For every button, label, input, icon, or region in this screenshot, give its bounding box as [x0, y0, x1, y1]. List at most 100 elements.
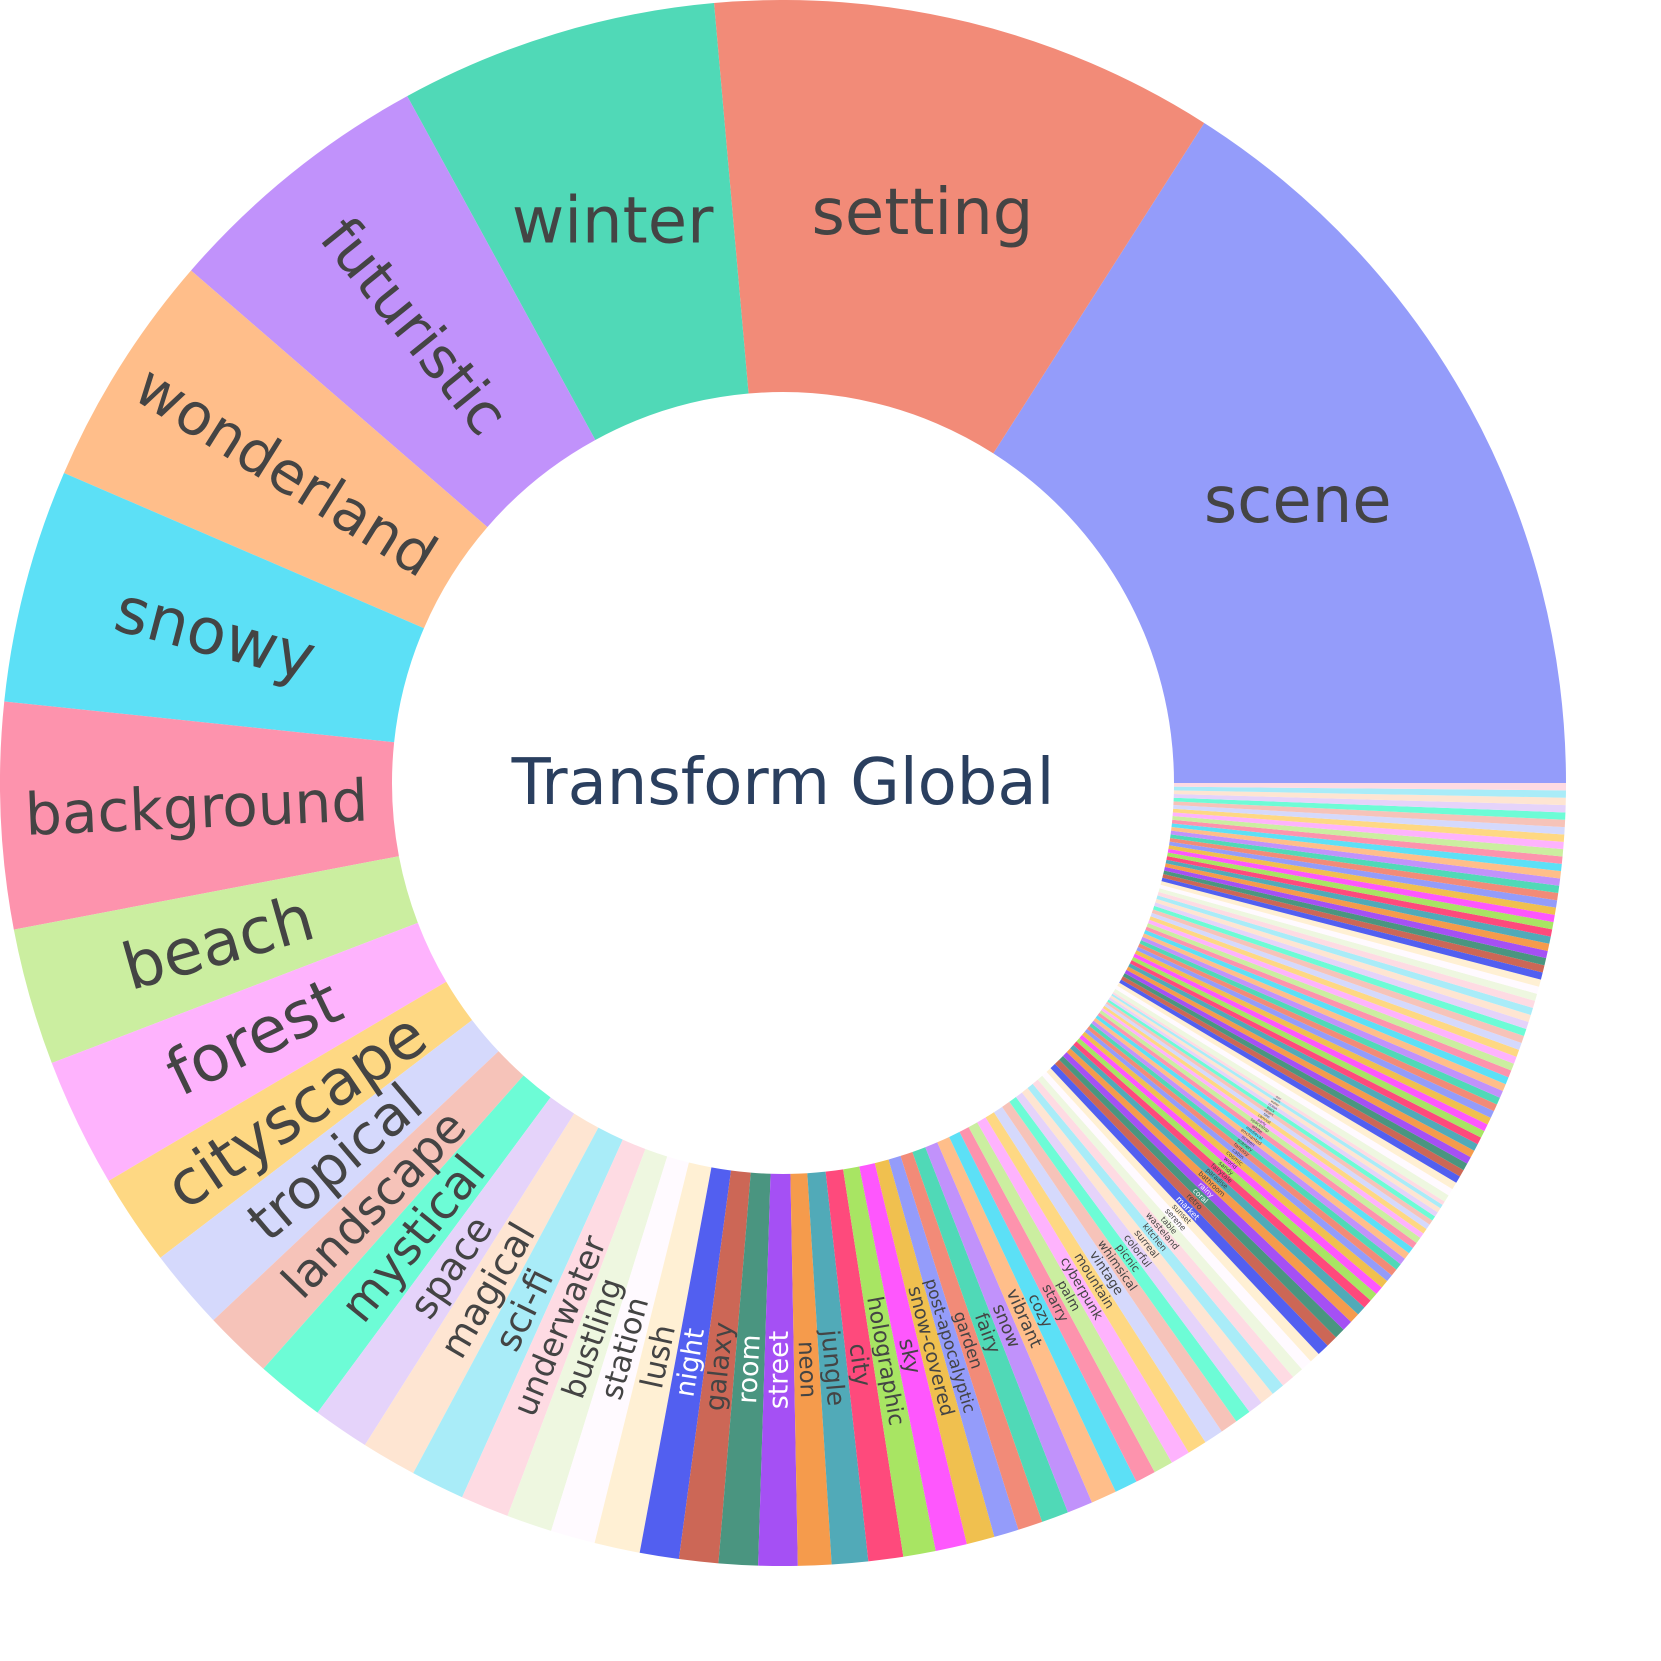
slice — [1070, 1044, 1365, 1315]
slice — [949, 1131, 1137, 1492]
slice — [825, 1169, 904, 1562]
slice — [191, 96, 596, 528]
slice — [1171, 823, 1562, 872]
slice — [1162, 874, 1545, 973]
slice — [1170, 830, 1561, 886]
slice — [1146, 923, 1514, 1071]
slice — [859, 1163, 967, 1551]
slice-label: black — [1266, 1105, 1276, 1113]
slice — [51, 922, 447, 1181]
slice — [1073, 1041, 1371, 1308]
slice — [1095, 1015, 1413, 1254]
slice — [888, 1155, 1019, 1537]
slice — [13, 856, 418, 1064]
slice — [1076, 1038, 1377, 1301]
slice — [1173, 794, 1566, 813]
slice — [1082, 1031, 1388, 1288]
slice — [1037, 1075, 1303, 1377]
slice — [1166, 856, 1553, 937]
slice — [1148, 919, 1517, 1064]
slice — [1122, 973, 1468, 1171]
slice — [0, 701, 399, 930]
slice — [718, 1172, 771, 1566]
slice — [1173, 790, 1566, 806]
slice — [1046, 1068, 1319, 1362]
slice — [551, 1156, 689, 1543]
slice — [925, 1142, 1092, 1513]
slice — [937, 1136, 1116, 1503]
slice — [1134, 950, 1491, 1125]
slice-label: background — [24, 766, 370, 848]
slice — [594, 1162, 712, 1553]
slice — [1172, 816, 1564, 857]
slice — [1091, 1020, 1405, 1265]
slice — [968, 1122, 1172, 1473]
slice — [213, 1051, 524, 1369]
slice — [1021, 1088, 1273, 1403]
slice — [1054, 1059, 1337, 1346]
slice — [364, 1113, 599, 1474]
slice — [160, 1020, 499, 1321]
slice-label: tale — [1263, 1112, 1272, 1120]
slice — [1167, 848, 1555, 923]
slice — [1164, 866, 1548, 959]
slice — [1009, 1097, 1250, 1422]
slice — [1165, 859, 1551, 944]
slice — [639, 1167, 732, 1560]
slice — [1155, 898, 1531, 1023]
slice — [1112, 992, 1445, 1205]
slice-label: desert — [1263, 1108, 1275, 1118]
slice — [1104, 1003, 1430, 1230]
slice — [993, 1106, 1222, 1443]
slice — [1164, 863, 1550, 951]
slice — [63, 270, 488, 629]
slice — [790, 1173, 832, 1566]
slice — [108, 981, 473, 1258]
slice-label: party — [1257, 1118, 1268, 1127]
slice — [714, 0, 1205, 454]
slice — [1093, 1017, 1410, 1259]
slice — [1156, 895, 1533, 1016]
slice — [843, 1166, 936, 1557]
slice — [263, 1075, 551, 1413]
slice — [1027, 1083, 1284, 1394]
slice — [1173, 797, 1566, 820]
slice — [1015, 1092, 1262, 1412]
slice-label: setting — [812, 176, 1034, 250]
slice — [1150, 912, 1522, 1050]
slice-label: white — [1250, 1124, 1263, 1136]
slice — [1172, 812, 1564, 850]
slice — [1173, 805, 1565, 835]
slice — [1121, 976, 1464, 1177]
slice — [1097, 1012, 1417, 1249]
slice — [977, 1117, 1189, 1463]
slice — [1102, 1005, 1427, 1234]
slice — [1139, 940, 1500, 1105]
slice — [1087, 1025, 1397, 1276]
slice — [1173, 786, 1566, 798]
slice — [1126, 966, 1475, 1158]
slice — [1145, 926, 1512, 1078]
slice — [1171, 819, 1563, 864]
slice — [1109, 995, 1441, 1213]
slice — [1142, 933, 1506, 1091]
slice — [874, 1159, 995, 1545]
slice — [758, 1173, 798, 1566]
slice — [1173, 783, 1566, 791]
slice — [1066, 1048, 1359, 1322]
slice — [1161, 877, 1543, 980]
center-label: Transform Global — [511, 746, 1055, 820]
slice — [507, 1148, 668, 1531]
slice — [1158, 888, 1538, 1001]
slice — [1133, 953, 1488, 1132]
slice — [1138, 943, 1497, 1112]
slice-label: winter — [512, 184, 714, 258]
slice — [900, 1151, 1043, 1530]
slice — [1151, 909, 1524, 1043]
slice — [1136, 946, 1494, 1118]
slice — [1115, 985, 1453, 1196]
slice-label: ocean — [1268, 1102, 1279, 1111]
slice-label: scene — [1204, 464, 1392, 538]
slice — [1131, 956, 1485, 1138]
slice — [1129, 960, 1482, 1145]
